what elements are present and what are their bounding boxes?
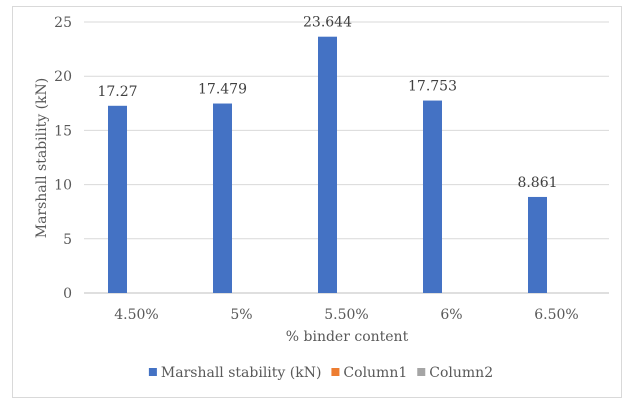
data-label: 17.479 <box>198 82 247 98</box>
data-label: 17.753 <box>408 79 457 95</box>
legend: Marshall stability (kN) Column1 Column2 <box>148 365 493 381</box>
x-tick-label: 4.50% <box>114 307 158 323</box>
y-tick-label: 25 <box>54 15 72 31</box>
bar <box>318 36 337 294</box>
y-tick-label: 10 <box>54 178 72 194</box>
legend-swatch <box>417 368 426 376</box>
x-axis-title: % binder content <box>286 329 409 345</box>
bar <box>108 105 127 293</box>
data-label: 8.861 <box>517 175 557 191</box>
y-axis-title: Marshall stability (kN) <box>34 78 50 239</box>
legend-entry: Column1 <box>343 365 407 381</box>
data-label: 17.27 <box>97 84 137 100</box>
y-tick-label: 15 <box>54 123 72 139</box>
bars <box>108 36 547 294</box>
legend-swatch <box>148 368 157 376</box>
x-tick-label: 5% <box>230 307 252 323</box>
bar <box>213 103 232 293</box>
x-tick-labels: 4.50% 5% 5.50% 6% 6.50% <box>114 307 578 323</box>
x-tick-label: 6.50% <box>534 307 578 323</box>
y-tick-label: 20 <box>54 69 72 85</box>
y-tick-labels: 0 5 10 15 20 25 <box>54 15 72 302</box>
x-tick-label: 6% <box>440 307 462 323</box>
gridlines <box>84 21 609 294</box>
legend-entry: Marshall stability (kN) <box>161 365 322 381</box>
y-tick-label: 5 <box>63 232 72 248</box>
y-tick-label: 0 <box>63 286 72 302</box>
bar <box>423 100 442 293</box>
data-labels: 17.27 17.479 23.644 17.753 8.861 <box>97 15 557 191</box>
legend-swatch <box>331 368 340 376</box>
data-label: 23.644 <box>303 15 352 31</box>
x-tick-label: 5.50% <box>324 307 368 323</box>
legend-entry: Column2 <box>429 365 493 381</box>
bar <box>528 196 547 293</box>
